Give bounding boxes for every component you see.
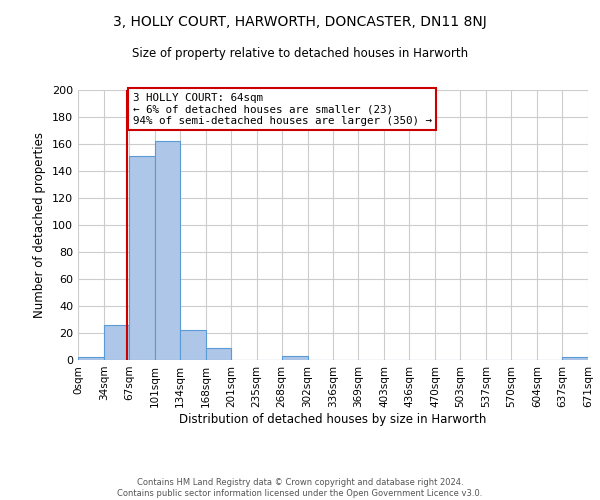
Y-axis label: Number of detached properties: Number of detached properties xyxy=(34,132,46,318)
Bar xyxy=(180,330,206,360)
Bar xyxy=(206,348,231,360)
Bar xyxy=(104,325,129,360)
Bar xyxy=(562,358,588,360)
Bar xyxy=(78,358,104,360)
Text: 3, HOLLY COURT, HARWORTH, DONCASTER, DN11 8NJ: 3, HOLLY COURT, HARWORTH, DONCASTER, DN1… xyxy=(113,15,487,29)
Text: Contains HM Land Registry data © Crown copyright and database right 2024.
Contai: Contains HM Land Registry data © Crown c… xyxy=(118,478,482,498)
X-axis label: Distribution of detached houses by size in Harworth: Distribution of detached houses by size … xyxy=(179,412,487,426)
Bar xyxy=(281,356,308,360)
Bar xyxy=(155,142,180,360)
Text: 3 HOLLY COURT: 64sqm
← 6% of detached houses are smaller (23)
94% of semi-detach: 3 HOLLY COURT: 64sqm ← 6% of detached ho… xyxy=(133,92,432,126)
Text: Size of property relative to detached houses in Harworth: Size of property relative to detached ho… xyxy=(132,48,468,60)
Bar xyxy=(129,156,155,360)
